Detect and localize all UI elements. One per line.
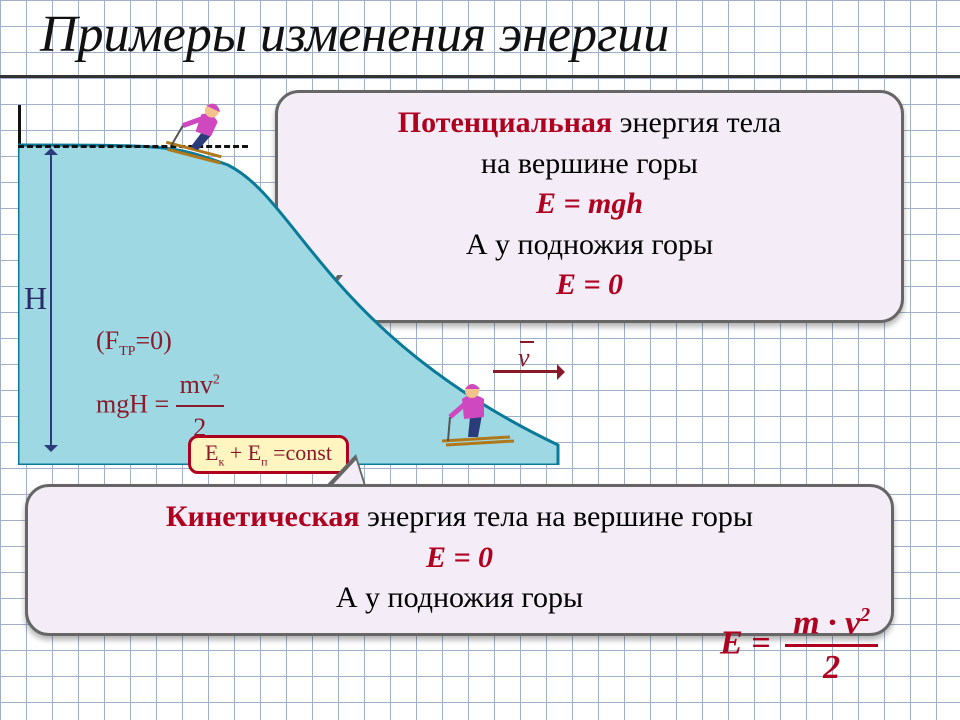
friction-subscript: ТР (119, 344, 135, 359)
ke-numer-base: m · v (793, 604, 860, 641)
ke-denom: 2 (785, 647, 878, 687)
ke-numer: m · v2 (785, 604, 878, 647)
physics-annotations: (FТР=0) mgH = mv2 2 (96, 320, 224, 449)
eq-numer-base: mv (180, 370, 213, 399)
const-plus: + (230, 440, 242, 465)
eq-sign: = (155, 389, 176, 418)
slide: Примеры изменения энергии Потенциальная … (0, 0, 960, 720)
height-label: Н (24, 280, 47, 317)
ke-fraction: m · v2 2 (785, 604, 878, 687)
velocity-label: v (518, 343, 530, 373)
callout-line: Кинетическая энергия тела на вершине гор… (52, 497, 867, 538)
slide-title: Примеры изменения энергии (40, 8, 920, 63)
energy-diagram: Н (FТР=0) mgH = mv2 2 Eк + Eп =const (18, 105, 578, 465)
keyword-kinetic: Кинетическая (166, 500, 360, 533)
eq-numer: mv2 (176, 364, 224, 408)
callout-text: энергия тела (612, 106, 781, 139)
skier-bottom-icon (438, 375, 516, 447)
eq-lhs: mgH (96, 389, 148, 418)
kinetic-energy-formula: E = m · v2 2 (720, 604, 878, 687)
equation-ke-top: Е = 0 (52, 538, 867, 579)
const-Ek: E (205, 440, 218, 465)
ke-numer-sup: 2 (860, 604, 870, 626)
title-underline (0, 75, 960, 78)
friction-zero: (FТР=0) (96, 320, 224, 364)
height-arrow-icon (50, 150, 52, 450)
ke-lhs: E = (720, 624, 779, 661)
eq-numer-sup: 2 (213, 372, 220, 387)
const-Ep: E (248, 440, 261, 465)
callout-text: энергия тела на вершине горы (360, 500, 754, 533)
const-Ek-sub: к (218, 454, 224, 468)
